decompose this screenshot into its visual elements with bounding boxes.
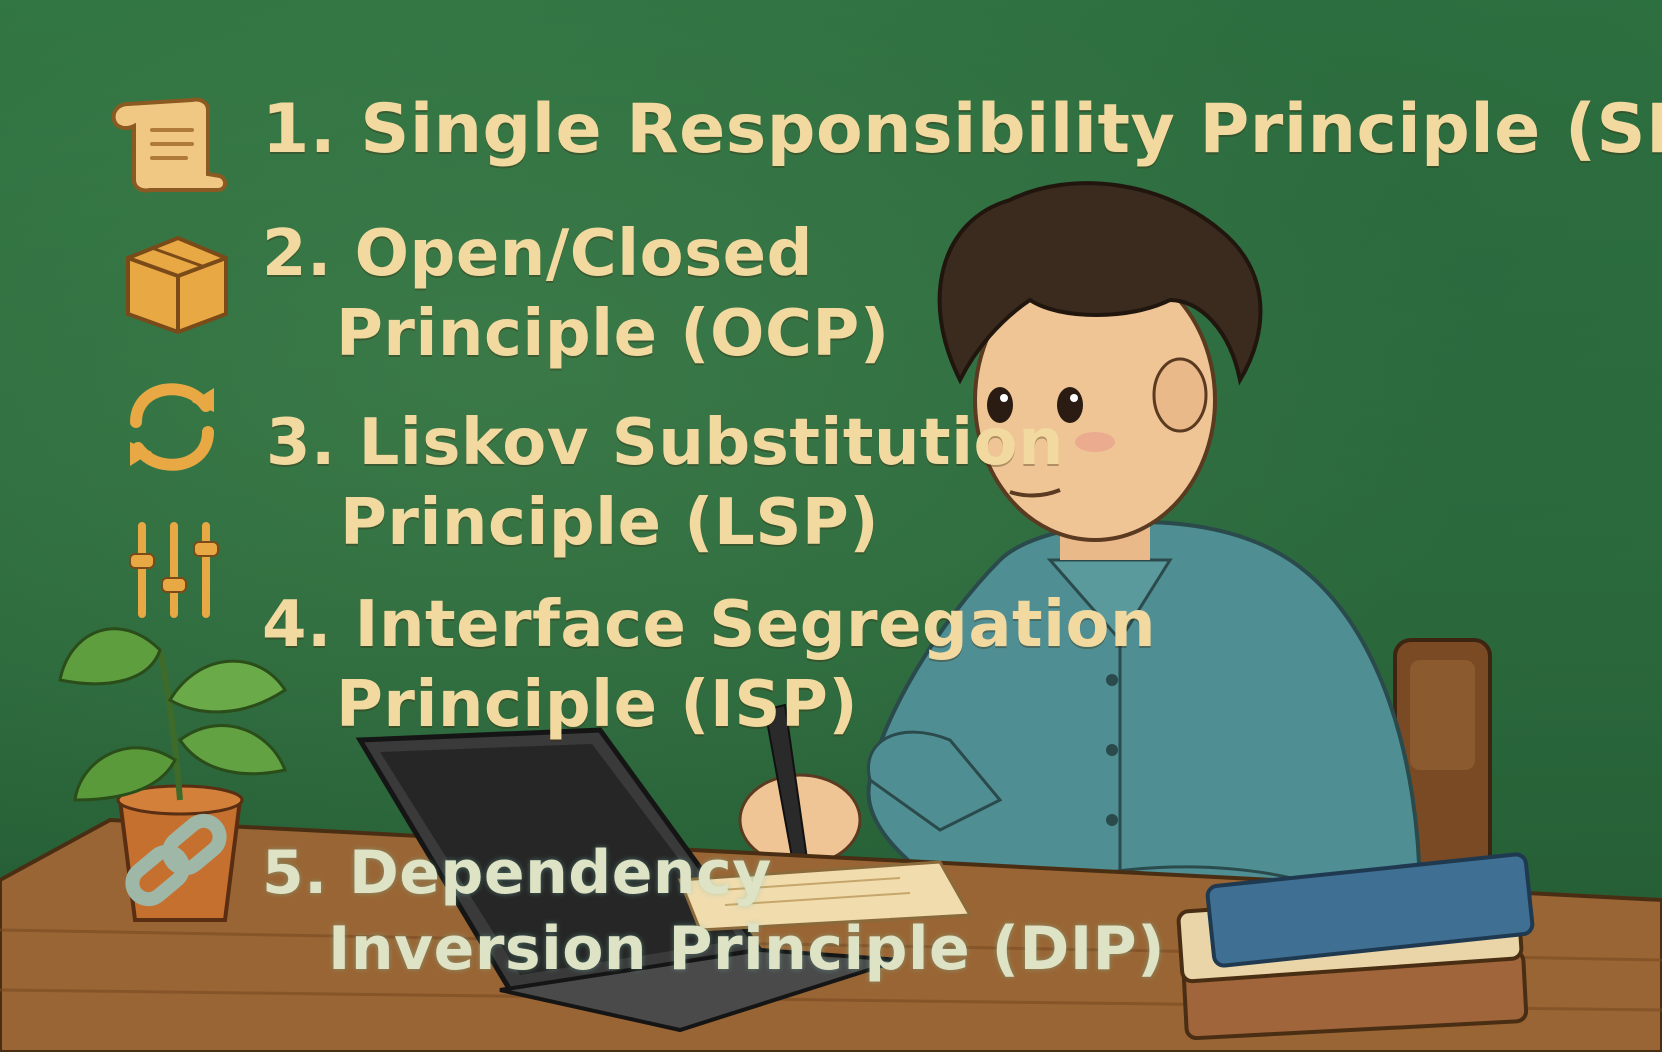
principle-dip-line-2: Inversion Principle (DIP) <box>328 914 1166 984</box>
principle-number: 1. <box>262 90 337 169</box>
chain-link-icon <box>125 813 227 907</box>
principle-title: Open/Closed <box>354 217 813 291</box>
principle-ocp-line-1: 2. Open/Closed <box>262 214 890 294</box>
scroll-icon <box>111 97 227 193</box>
principle-isp: 4. Interface Segregation Principle (ISP) <box>262 585 1156 745</box>
principle-dip: 5. Dependency Inversion Principle (DIP) <box>262 835 1165 987</box>
principle-title: Interface Segregation <box>354 588 1157 662</box>
notepad <box>677 860 973 932</box>
principle-number: 4. <box>262 588 332 662</box>
principle-title: Single Responsibility Principle (SRP) <box>360 90 1662 169</box>
principle-dip-line-1: 5. Dependency <box>262 835 1165 911</box>
principle-lsp-line-2: Principle (LSP) <box>340 486 880 560</box>
principle-ocp: 2. Open/Closed Principle (OCP) <box>262 214 890 374</box>
principle-isp-line-2: Principle (ISP) <box>336 668 859 742</box>
principle-srp-line-1: 1. Single Responsibility Principle (SRP) <box>262 90 1662 170</box>
principle-ocp-line-2: Principle (OCP) <box>336 297 890 371</box>
principle-number: 5. <box>262 838 328 908</box>
books-stack <box>1176 852 1535 1041</box>
laptop <box>355 727 901 1033</box>
principle-number: 2. <box>262 217 332 291</box>
principle-title: Dependency <box>348 838 772 908</box>
principle-number: 3. <box>266 406 336 480</box>
principle-isp-line-1: 4. Interface Segregation <box>262 585 1156 665</box>
box-icon <box>126 235 228 335</box>
sliders-icon <box>129 522 219 618</box>
principle-srp: 1. Single Responsibility Principle (SRP) <box>262 90 1662 170</box>
principle-title: Liskov Substitution <box>358 406 1065 480</box>
principle-lsp-line-1: 3. Liskov Substitution <box>266 403 1064 483</box>
cycle-arrows-icon <box>130 383 214 471</box>
principle-lsp: 3. Liskov Substitution Principle (LSP) <box>266 403 1064 563</box>
